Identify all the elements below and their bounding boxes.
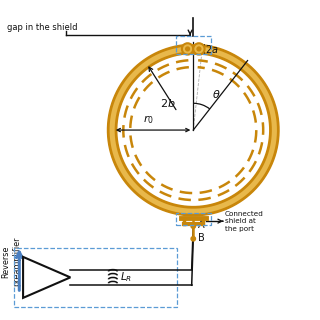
Circle shape <box>182 43 193 55</box>
Text: A: A <box>198 220 204 230</box>
Text: Connected
shield at
the port: Connected shield at the port <box>225 211 264 232</box>
Text: gap in the shield: gap in the shield <box>7 23 78 32</box>
Polygon shape <box>108 45 278 215</box>
Text: $\theta$: $\theta$ <box>212 88 221 100</box>
Circle shape <box>197 47 201 51</box>
Circle shape <box>193 43 204 55</box>
Text: Reverse
preamplifier: Reverse preamplifier <box>1 237 21 286</box>
Text: $L_R$: $L_R$ <box>120 270 132 284</box>
Circle shape <box>191 236 196 241</box>
Text: $2a$: $2a$ <box>205 43 219 55</box>
Text: $2b$: $2b$ <box>160 97 176 109</box>
Bar <box>14 248 178 307</box>
Text: $r_0$: $r_0$ <box>143 114 154 126</box>
Text: B: B <box>198 233 205 243</box>
Circle shape <box>191 224 196 228</box>
Circle shape <box>186 47 189 51</box>
Bar <box>176 213 211 225</box>
Bar <box>176 36 211 54</box>
